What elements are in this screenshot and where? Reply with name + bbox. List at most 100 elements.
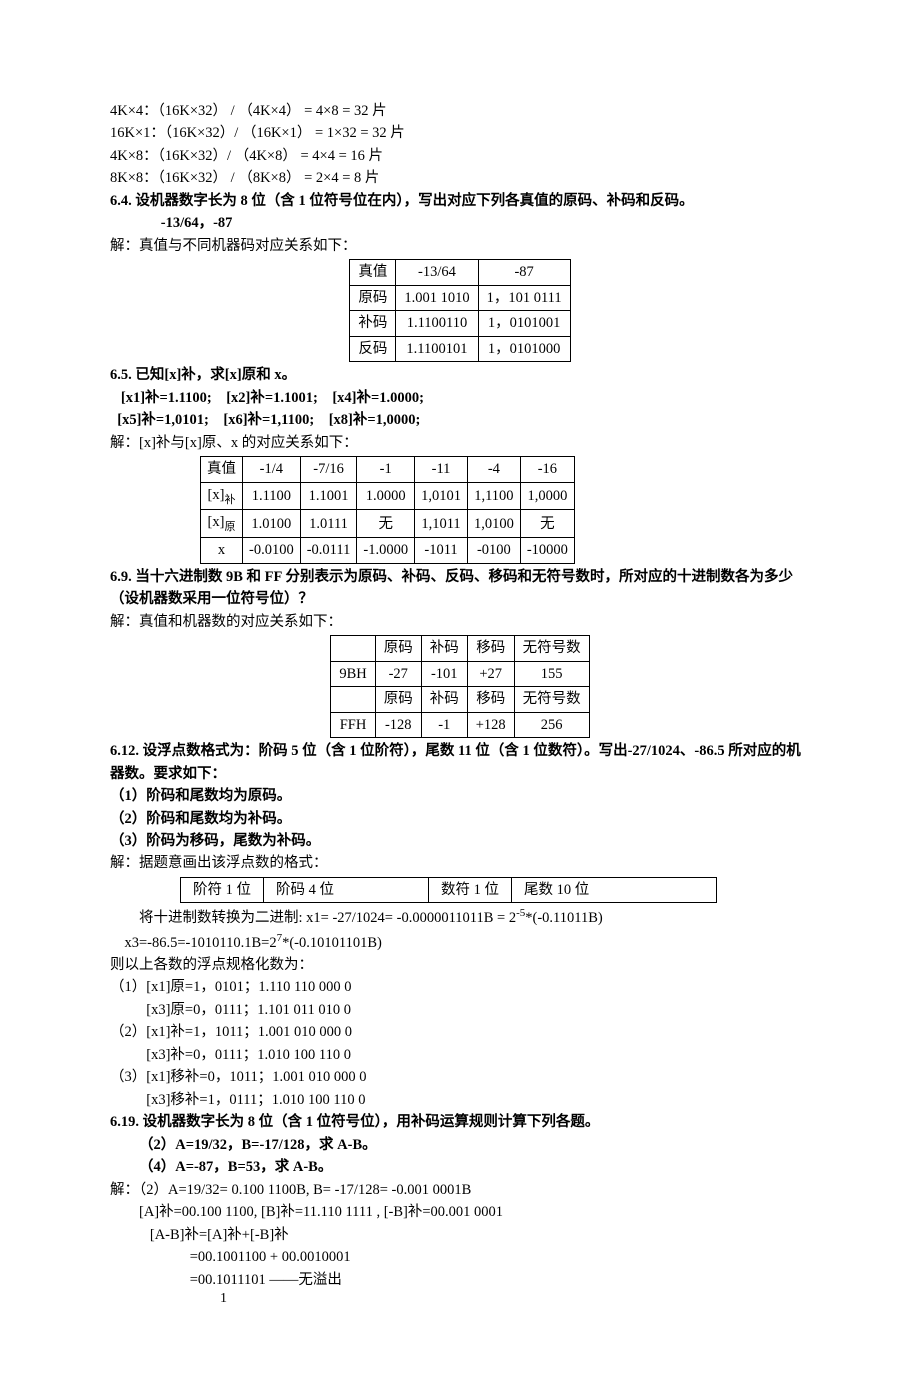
cell: 1,0101 xyxy=(415,482,468,510)
cell: 1,0000 xyxy=(520,482,574,510)
q612-format-table: 阶符 1 位阶码 4 位数符 1 位尾数 10 位 xyxy=(180,877,717,903)
page-number: 1 xyxy=(220,1288,227,1310)
cell: 尾数 10 位 xyxy=(512,877,717,902)
cell: 补码 xyxy=(350,311,396,336)
cell: 真值 xyxy=(350,260,396,285)
cell: FFH xyxy=(331,712,375,737)
cell: -0.0100 xyxy=(243,538,301,563)
q69-table: 原码补码移码无符号数 9BH-27-101+27155 原码补码移码无符号数 F… xyxy=(330,635,589,738)
q619-ans2: [A]补=00.100 1100, [B]补=11.110 1111 , [-B… xyxy=(110,1201,810,1223)
q612-r1a: （1）[x1]原=1，0101；1.110 110 000 0 xyxy=(110,976,810,998)
q65-table: 真值-1/4-7/16-1-11-4-16 [x]补1.11001.10011.… xyxy=(200,456,575,564)
q612-c2: （2）阶码和尾数均为补码。 xyxy=(110,808,810,830)
cell: 1,1100 xyxy=(467,482,520,510)
cell: 1.1100 xyxy=(243,482,301,510)
cell: -1 xyxy=(421,712,467,737)
calc-line-4: 8K×8：（16K×32） / （8K×8） = 2×4 = 8 片 xyxy=(110,167,810,189)
cell: 1.1100110 xyxy=(396,311,478,336)
q612-r3a: （3）[x1]移补=0，1011；1.001 010 000 0 xyxy=(110,1066,810,1088)
cell xyxy=(331,687,375,712)
cell: 原码 xyxy=(375,687,421,712)
q619-p4: （4）A=-87，B=53，求 A-B。 xyxy=(110,1156,810,1178)
cell: 无符号数 xyxy=(514,636,589,661)
q619-title: 6.19. 设机器数字长为 8 位（含 1 位符号位），用补码运算规则计算下列各… xyxy=(110,1111,810,1133)
cell: [x]补 xyxy=(201,482,243,510)
cell: -10000 xyxy=(520,538,574,563)
cell: 1，101 0111 xyxy=(478,285,570,310)
cell: +128 xyxy=(467,712,514,737)
q64-ans-intro: 解：真值与不同机器码对应关系如下： xyxy=(110,235,810,257)
calc-line-3: 4K×8：（16K×32）/ （4K×8） = 4×4 = 16 片 xyxy=(110,145,810,167)
cell: [x]原 xyxy=(201,510,243,538)
cell: -0100 xyxy=(467,538,520,563)
cell: -7/16 xyxy=(300,457,357,482)
cell: 1，0101000 xyxy=(478,336,570,361)
q619-ans1: 解：（2）A=19/32= 0.100 1100B, B= -17/128= -… xyxy=(110,1179,810,1201)
cell: -1.0000 xyxy=(357,538,415,563)
q619-ans5: =00.1011101 ——无溢出 xyxy=(110,1269,810,1291)
cell: -101 xyxy=(421,661,467,686)
cell: 阶符 1 位 xyxy=(181,877,264,902)
q612-r1b: [x3]原=0，0111；1.101 011 010 0 xyxy=(110,999,810,1021)
cell xyxy=(331,636,375,661)
cell: 1.001 1010 xyxy=(396,285,478,310)
cell: 无 xyxy=(520,510,574,538)
q64-title: 6.4. 设机器数字长为 8 位（含 1 位符号位在内），写出对应下列各真值的原… xyxy=(110,190,810,212)
q65-title: 6.5. 已知[x]补，求[x]原和 x。 xyxy=(110,364,810,386)
cell: 1.1001 xyxy=(300,482,357,510)
cell: 原码 xyxy=(350,285,396,310)
cell: -1/4 xyxy=(243,457,301,482)
cell: 无符号数 xyxy=(514,687,589,712)
q65-ans-intro: 解：[x]补与[x]原、x 的对应关系如下： xyxy=(110,432,810,454)
q65-l2: [x5]补=1,0101; [x6]补=1,1100; [x8]补=1,0000… xyxy=(110,409,810,431)
cell: 真值 xyxy=(201,457,243,482)
q64-sub: -13/64，-87 xyxy=(110,212,810,234)
cell: 原码 xyxy=(375,636,421,661)
cell: 1.0100 xyxy=(243,510,301,538)
q612-r3b: [x3]移补=1，0111；1.010 100 110 0 xyxy=(110,1089,810,1111)
q69-title: 6.9. 当十六进制数 9B 和 FF 分别表示为原码、补码、反码、移码和无符号… xyxy=(110,566,810,611)
cell: -87 xyxy=(478,260,570,285)
cell: 1.0111 xyxy=(300,510,357,538)
calc-line-1: 4K×4：（16K×32） / （4K×4） = 4×8 = 32 片 xyxy=(110,100,810,122)
q612-title: 6.12. 设浮点数格式为：阶码 5 位（含 1 位阶符），尾数 11 位（含 … xyxy=(110,740,810,785)
cell: 补码 xyxy=(421,687,467,712)
cell: 256 xyxy=(514,712,589,737)
cell: 数符 1 位 xyxy=(429,877,512,902)
calc-line-2: 16K×1：（16K×32）/ （16K×1） = 1×32 = 32 片 xyxy=(110,122,810,144)
cell: -4 xyxy=(467,457,520,482)
cell: -11 xyxy=(415,457,468,482)
cell: x xyxy=(201,538,243,563)
cell: -27 xyxy=(375,661,421,686)
cell: 反码 xyxy=(350,336,396,361)
q65-l1: [x1]补=1.1100; [x2]补=1.1001; [x4]补=1.0000… xyxy=(110,387,810,409)
cell: -13/64 xyxy=(396,260,478,285)
cell: 155 xyxy=(514,661,589,686)
q612-c1: （1）阶码和尾数均为原码。 xyxy=(110,785,810,807)
cell: 移码 xyxy=(467,636,514,661)
q619-ans3: [A-B]补=[A]补+[-B]补 xyxy=(110,1224,810,1246)
q612-c3: （3）阶码为移码，尾数为补码。 xyxy=(110,830,810,852)
cell: 1,1011 xyxy=(415,510,468,538)
q612-r2b: [x3]补=0，0111；1.010 100 110 0 xyxy=(110,1044,810,1066)
q612-conv1: 将十进制数转换为二进制: x1= -27/1024= -0.0000011011… xyxy=(110,905,810,929)
cell: 1.0000 xyxy=(357,482,415,510)
cell: 1，0101001 xyxy=(478,311,570,336)
q612-norm: 则以上各数的浮点规格化数为： xyxy=(110,954,810,976)
cell: 1,0100 xyxy=(467,510,520,538)
cell: 阶码 4 位 xyxy=(264,877,429,902)
cell: -0.0111 xyxy=(300,538,357,563)
cell: 9BH xyxy=(331,661,375,686)
q619-p2: （2）A=19/32，B=-17/128，求 A-B。 xyxy=(110,1134,810,1156)
cell: -1 xyxy=(357,457,415,482)
cell: 移码 xyxy=(467,687,514,712)
q69-ans-intro: 解：真值和机器数的对应关系如下： xyxy=(110,611,810,633)
q612-r2a: （2）[x1]补=1，1011；1.001 010 000 0 xyxy=(110,1021,810,1043)
cell: +27 xyxy=(467,661,514,686)
cell: -1011 xyxy=(415,538,468,563)
q612-ans-intro: 解：据题意画出该浮点数的格式： xyxy=(110,852,810,874)
q612-conv2: x3=-86.5=-1010110.1B=27*(-0.10101101B) xyxy=(110,930,810,954)
cell: -16 xyxy=(520,457,574,482)
cell: -128 xyxy=(375,712,421,737)
cell: 1.1100101 xyxy=(396,336,478,361)
